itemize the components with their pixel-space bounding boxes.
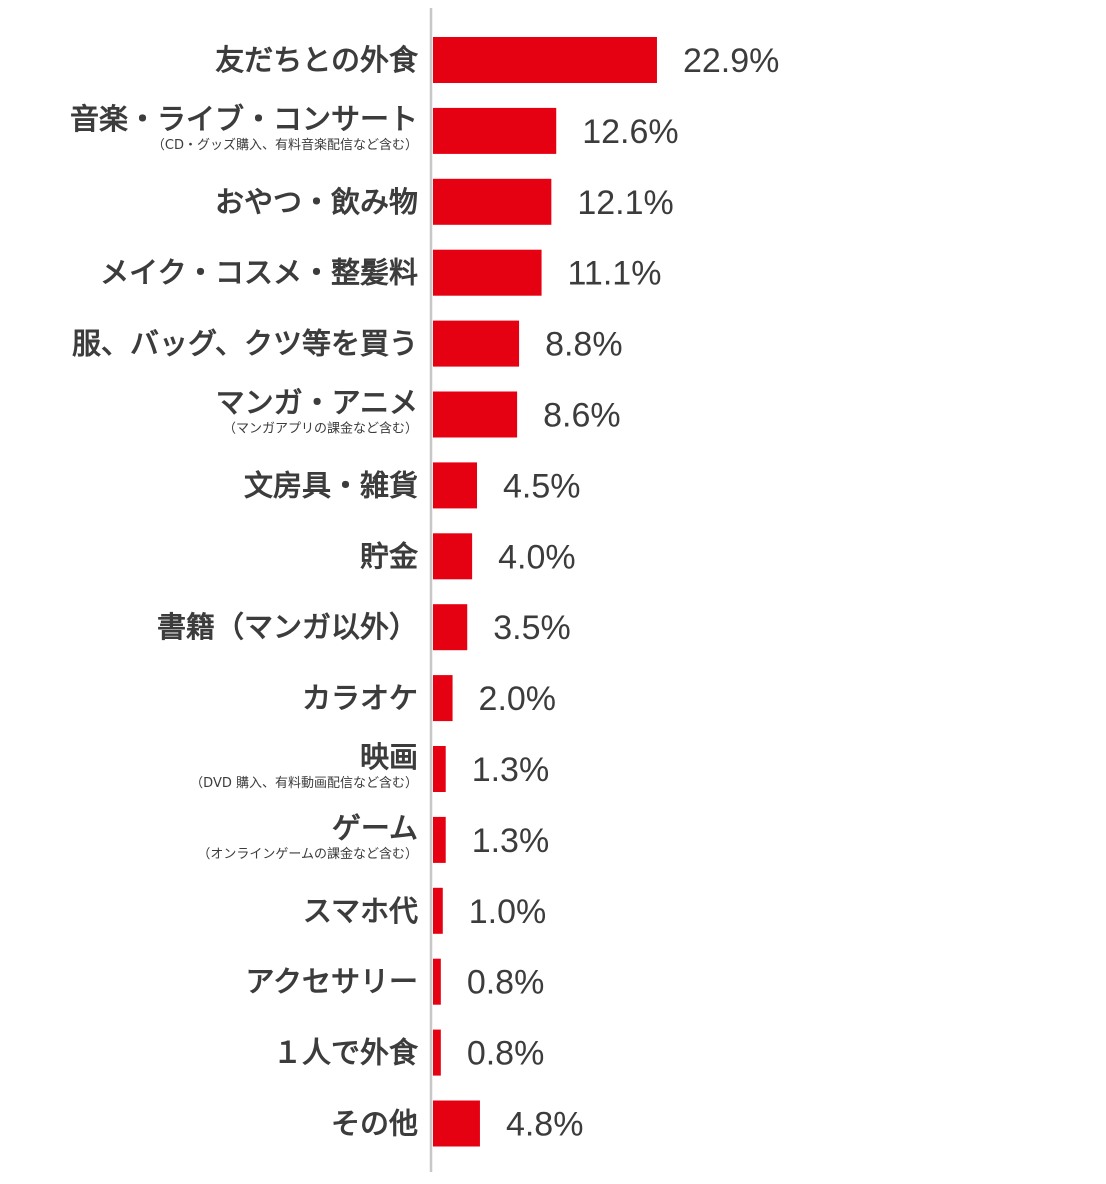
bar-5: [433, 391, 518, 438]
value-label-11: 1.3%: [472, 822, 550, 860]
bar-10: [433, 746, 446, 792]
value-label-6: 4.5%: [503, 467, 581, 505]
category-sublabel-10: （DVD 購入、有料動画配信など含む）: [190, 775, 418, 791]
category-label-11: ゲーム: [332, 811, 418, 845]
value-labels-group: 22.9%12.6% 12.1% 11.1% 8.8% 8.6% 4.5% 4.0% 3.5%…: [467, 42, 780, 1144]
bar-6: [433, 462, 478, 509]
value-label-5: 8.6%: [543, 397, 621, 435]
value-label-7: 4.0%: [498, 538, 576, 576]
category-labels-group: 友だちとの外食音楽・ライブ・コンサート（CD・グッズ購入、有料音楽配信など含む）…: [70, 43, 419, 1141]
bar-2: [433, 178, 552, 225]
category-label-0: 友だちとの外食: [215, 43, 419, 77]
value-label-8: 3.5%: [493, 609, 570, 647]
value-label-4: 8.8%: [545, 326, 623, 364]
category-label-10: 映画: [360, 740, 418, 774]
bar-4: [433, 320, 520, 367]
bar-3: [433, 249, 542, 296]
category-label-8: 書籍（マンガ以外）: [157, 610, 418, 644]
value-label-2: 12.1%: [577, 184, 673, 222]
bar-0: [433, 37, 657, 83]
category-label-13: アクセサリー: [245, 965, 418, 999]
category-label-5: マンガ・アニメ: [216, 386, 418, 420]
value-label-1: 12.6%: [582, 113, 678, 151]
bar-8: [433, 604, 468, 651]
bar-14: [433, 1029, 441, 1076]
bar-9: [433, 675, 453, 722]
value-label-13: 0.8%: [467, 964, 544, 1002]
category-label-2: おやつ・飲み物: [215, 185, 418, 219]
value-label-3: 11.1%: [568, 255, 662, 293]
category-label-9: カラオケ: [302, 681, 418, 715]
category-label-1: 音楽・ライブ・コンサート: [70, 102, 418, 136]
category-sublabel-11: （オンラインゲームの課金など含む）: [197, 846, 418, 862]
category-label-3: メイク・コスメ・整髪料: [100, 256, 418, 290]
bar-1: [433, 107, 557, 154]
category-label-6: 文房具・雑貨: [244, 468, 418, 502]
value-label-0: 22.9%: [683, 42, 779, 80]
category-label-15: その他: [331, 1107, 418, 1141]
value-label-12: 1.0%: [469, 893, 547, 931]
category-label-12: スマホ代: [303, 894, 418, 928]
bars-group: [433, 37, 657, 1147]
value-label-10: 1.3%: [472, 751, 550, 789]
bar-13: [433, 958, 441, 1005]
bar-15: [433, 1100, 480, 1147]
value-label-15: 4.8%: [506, 1106, 583, 1144]
bar-7: [433, 533, 473, 580]
bar-11: [433, 816, 446, 863]
category-label-14: １人で外食: [273, 1036, 419, 1070]
category-label-7: 貯金: [360, 539, 419, 573]
value-label-9: 2.0%: [479, 680, 557, 718]
bar-12: [433, 887, 443, 934]
category-sublabel-5: （マンガアプリの課金など含む）: [223, 421, 418, 437]
value-label-14: 0.8%: [467, 1035, 544, 1073]
category-sublabel-1: （CD・グッズ購入、有料音楽配信など含む）: [152, 137, 418, 153]
category-label-4: 服、バッグ、クツ等を買う: [72, 327, 418, 361]
